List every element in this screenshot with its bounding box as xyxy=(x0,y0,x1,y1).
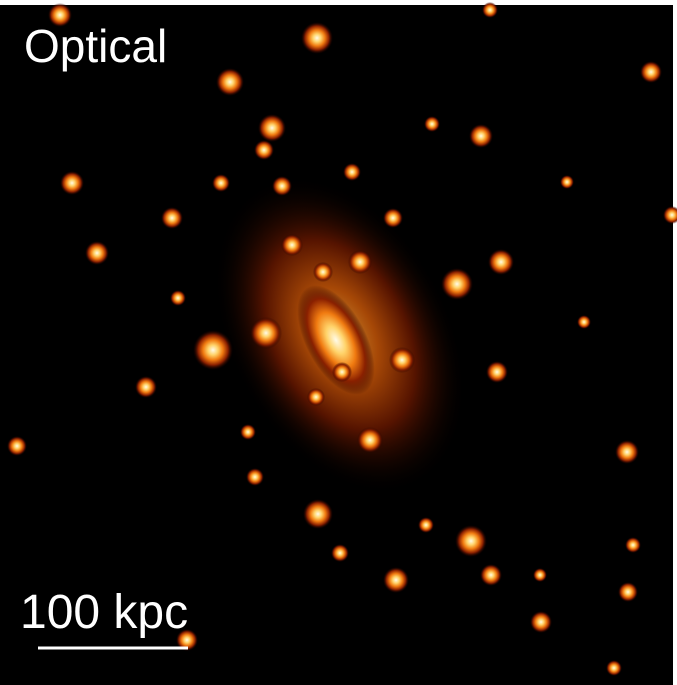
galaxy xyxy=(625,537,641,553)
galaxy xyxy=(348,250,372,274)
galaxy xyxy=(486,361,508,383)
galaxy xyxy=(441,268,473,300)
scale-bar-label: 100 kpc xyxy=(20,586,188,639)
galaxy xyxy=(331,544,349,562)
galaxy xyxy=(161,207,183,229)
galaxy xyxy=(281,234,303,256)
galaxy xyxy=(258,114,286,142)
galaxy xyxy=(250,317,282,349)
galaxy xyxy=(313,262,333,282)
galaxy xyxy=(488,249,514,275)
galaxy xyxy=(240,424,256,440)
galaxy xyxy=(303,499,333,529)
galaxy xyxy=(530,611,552,633)
galaxy xyxy=(60,171,84,195)
galaxy xyxy=(389,347,415,373)
galaxy xyxy=(606,660,622,676)
galaxy xyxy=(418,517,434,533)
galaxy xyxy=(246,468,264,486)
galaxy xyxy=(480,564,502,586)
page: Optical 100 kpc (() => { const data = JS… xyxy=(0,0,677,685)
galaxy xyxy=(7,436,27,456)
galaxy xyxy=(332,362,352,382)
galaxy xyxy=(469,124,493,148)
galaxy xyxy=(560,175,574,189)
galaxy xyxy=(482,2,498,18)
galaxy xyxy=(343,163,361,181)
galaxy xyxy=(193,330,233,370)
galaxy xyxy=(615,440,639,464)
galaxy xyxy=(212,174,230,192)
galaxy xyxy=(216,68,244,96)
optical-image: Optical 100 kpc xyxy=(0,0,677,685)
galaxy xyxy=(357,427,383,453)
galaxy xyxy=(533,568,547,582)
image-label: Optical xyxy=(24,20,167,72)
galaxy xyxy=(383,208,403,228)
galaxy xyxy=(424,116,440,132)
galaxy xyxy=(301,22,333,54)
galaxy xyxy=(170,290,186,306)
galaxy xyxy=(272,176,292,196)
galaxy xyxy=(618,582,638,602)
galaxy xyxy=(135,376,157,398)
galaxy xyxy=(640,61,662,83)
galaxy xyxy=(577,315,591,329)
galaxy xyxy=(383,567,409,593)
galaxy xyxy=(85,241,109,265)
galaxy xyxy=(307,388,325,406)
galaxy xyxy=(254,140,274,160)
galaxy xyxy=(455,525,487,557)
